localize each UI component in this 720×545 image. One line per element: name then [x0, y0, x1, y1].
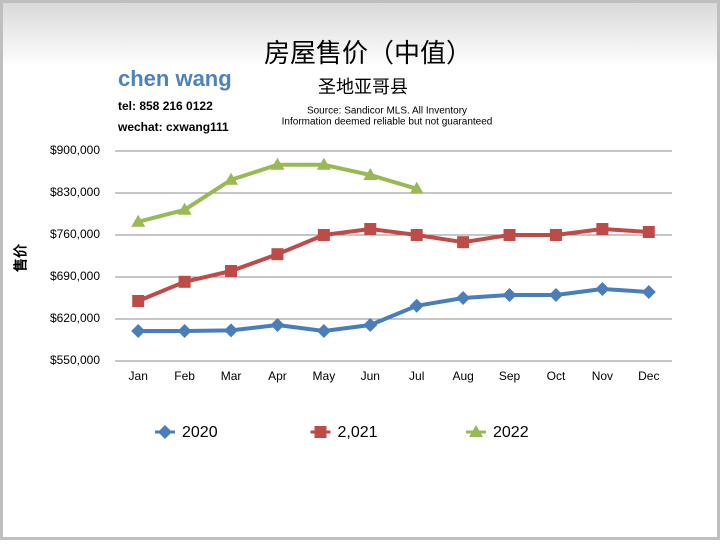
y-tick-label: $760,000 — [50, 227, 100, 241]
point — [131, 214, 146, 227]
point — [503, 229, 516, 241]
series-line — [137, 227, 649, 303]
x-tick-label: Jun — [361, 369, 380, 383]
y-tick-label: $550,000 — [50, 353, 100, 367]
x-tick-label: Dec — [638, 369, 659, 383]
x-tick-label: Mar — [221, 369, 242, 383]
point — [457, 236, 470, 249]
point — [549, 229, 562, 241]
point — [225, 265, 238, 277]
chart-title: 房屋售价（中值） — [264, 38, 472, 68]
author-tel: tel: 858 216 0122 — [118, 99, 213, 113]
x-tick-label: Jul — [409, 369, 424, 383]
point — [177, 202, 192, 215]
source: Source: Sandicor MLS. All Inventory — [307, 106, 467, 117]
point — [456, 291, 471, 305]
legend-label: 2020 — [182, 424, 218, 441]
x-tick-label: Apr — [268, 369, 287, 383]
point — [270, 157, 285, 170]
point — [363, 318, 378, 332]
series-line — [138, 287, 649, 333]
slide — [3, 3, 717, 537]
y-tick-label: $900,000 — [50, 143, 100, 157]
legend-label: 2022 — [493, 424, 529, 441]
point — [642, 226, 655, 238]
point — [316, 157, 331, 170]
point — [548, 288, 563, 302]
x-tick-label: Aug — [452, 369, 473, 383]
point — [410, 229, 423, 241]
x-tick-label: Jan — [129, 369, 148, 383]
point — [595, 282, 610, 296]
source: Information deemed reliable but not guar… — [282, 117, 493, 128]
point — [177, 324, 192, 338]
point — [316, 324, 331, 338]
y-tick-label: $690,000 — [50, 269, 100, 283]
point — [364, 223, 377, 235]
point — [363, 168, 378, 180]
legend-label: 2,021 — [338, 424, 378, 441]
y-tick-label: $620,000 — [50, 311, 100, 325]
point — [131, 324, 146, 338]
y-tick-label: $830,000 — [50, 185, 100, 199]
point — [641, 285, 656, 299]
legend-marker — [158, 425, 172, 439]
x-tick-label: Oct — [547, 369, 566, 383]
x-tick-label: Feb — [174, 369, 195, 383]
x-tick-label: May — [313, 369, 336, 383]
point — [596, 223, 609, 235]
point — [224, 323, 239, 338]
y-axis-label: 售价 — [13, 243, 29, 273]
point — [409, 181, 424, 194]
point — [270, 318, 285, 332]
x-tick-label: Sep — [499, 369, 521, 383]
point — [409, 298, 424, 313]
legend-marker — [314, 426, 327, 438]
point — [224, 172, 239, 185]
point — [317, 229, 330, 241]
legend-marker — [469, 425, 483, 437]
chart-subtitle: 圣地亚哥县 — [318, 77, 408, 97]
x-tick-label: Nov — [592, 369, 613, 383]
point — [271, 248, 284, 261]
author-name: chen wang — [118, 66, 232, 91]
point — [132, 295, 145, 307]
point — [178, 275, 191, 288]
author-wechat: wechat: cxwang111 — [117, 120, 229, 134]
point — [502, 288, 517, 302]
